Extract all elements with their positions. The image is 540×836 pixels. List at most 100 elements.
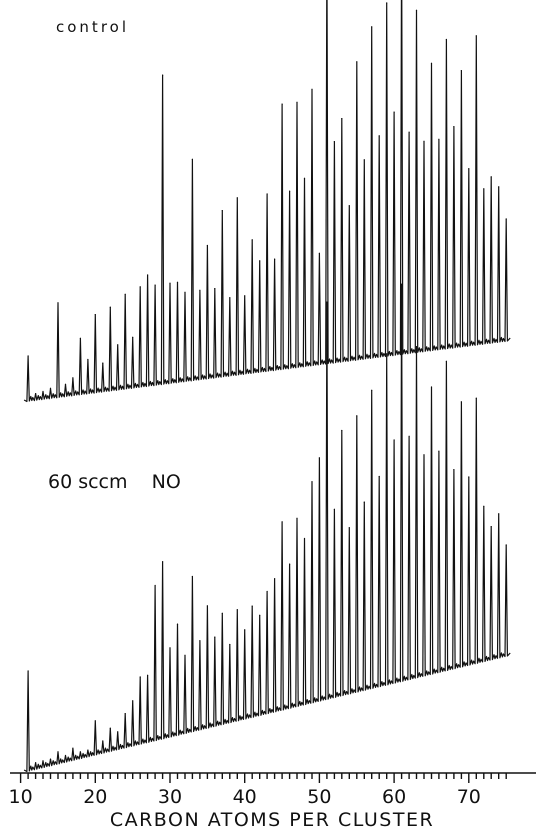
control-peak-48 <box>303 177 306 179</box>
no-peak-52 <box>333 508 335 510</box>
control-label: control <box>56 18 129 36</box>
no-peak-70 <box>468 476 470 478</box>
no-peak-41 <box>251 605 253 607</box>
control-peak-32 <box>184 291 186 293</box>
control-peak-markers <box>27 2 507 395</box>
control-peak-56 <box>363 159 365 161</box>
no-peak-55 <box>356 415 358 417</box>
no-peak-51 <box>326 301 328 303</box>
sccm-no-label: 60 sccm NO <box>48 471 181 493</box>
no-peak-markers <box>27 283 507 764</box>
control-peak-57 <box>371 26 373 28</box>
no-peak-66 <box>438 450 440 452</box>
control-peak-63 <box>415 9 418 11</box>
control-peak-34 <box>199 289 201 291</box>
x-tick-label-60: 60 <box>382 786 406 808</box>
no-peak-47 <box>296 517 298 519</box>
no-peak-45 <box>281 521 283 523</box>
no-peak-68 <box>453 469 455 471</box>
control-peak-36 <box>214 288 216 290</box>
control-peak-59 <box>386 2 388 4</box>
control-peak-27 <box>147 274 149 276</box>
no-peak-75 <box>505 544 507 546</box>
no-peak-61 <box>401 283 403 285</box>
x-axis-tick-labels: 10 20 30 40 50 60 70 <box>9 786 481 808</box>
control-peak-37 <box>221 210 223 212</box>
control-peak-71 <box>475 35 477 37</box>
no-peak-56 <box>363 501 365 503</box>
no-peak-34 <box>199 640 201 642</box>
no-peak-16 <box>64 754 67 757</box>
no-peak-43 <box>266 590 268 593</box>
no-peak-14 <box>49 758 52 760</box>
control-peak-45 <box>281 103 283 105</box>
control-peak-35 <box>206 244 208 247</box>
control-peak-21 <box>102 362 104 364</box>
no-peak-36 <box>214 636 216 638</box>
control-peak-39 <box>236 197 238 199</box>
no-spectrum-trace <box>23 283 511 773</box>
control-peak-38 <box>229 297 231 299</box>
control-peak-74 <box>498 186 500 188</box>
control-peak-16 <box>64 383 67 385</box>
control-peak-44 <box>274 258 276 260</box>
no-peak-58 <box>378 475 380 478</box>
control-peak-18 <box>79 337 81 339</box>
control-peak-69 <box>460 70 462 72</box>
control-peak-68 <box>453 126 455 128</box>
control-peak-62 <box>408 131 410 133</box>
x-tick-label-20: 20 <box>83 786 107 808</box>
control-peak-11 <box>27 355 29 357</box>
control-peak-49 <box>311 88 313 90</box>
control-peak-42 <box>259 260 261 262</box>
control-peak-72 <box>483 188 485 190</box>
no-peak-44 <box>274 578 276 580</box>
control-peak-50 <box>318 252 320 254</box>
control-peak-25 <box>132 336 134 338</box>
no-peak-71 <box>475 397 477 399</box>
no-peak-39 <box>236 609 238 611</box>
no-peak-23 <box>117 731 119 733</box>
no-peak-63 <box>415 346 418 348</box>
no-peak-12 <box>35 762 37 764</box>
no-peak-28 <box>154 584 156 587</box>
control-peak-66 <box>438 138 440 140</box>
x-axis-title: CARBON ATOMS PER CLUSTER <box>110 809 434 831</box>
control-peak-24 <box>124 293 126 295</box>
control-peak-15 <box>57 302 59 304</box>
no-peak-25 <box>132 700 134 702</box>
control-peak-73 <box>490 176 492 178</box>
no-peak-31 <box>176 623 179 625</box>
x-tick-label-30: 30 <box>158 786 182 808</box>
no-peak-67 <box>445 360 447 362</box>
no-peak-57 <box>371 389 373 391</box>
no-peak-37 <box>221 612 223 614</box>
control-peak-75 <box>505 218 507 220</box>
no-peak-17 <box>72 747 74 749</box>
control-peak-30 <box>169 282 171 284</box>
no-peak-18 <box>79 751 81 753</box>
no-peak-24 <box>124 713 126 715</box>
no-peak-20 <box>94 720 96 722</box>
no-peak-62 <box>408 435 410 437</box>
control-peak-13 <box>42 390 44 393</box>
no-peak-42 <box>259 614 261 616</box>
no-peak-21 <box>102 740 104 742</box>
no-peak-29 <box>162 561 164 563</box>
control-peak-31 <box>176 281 179 283</box>
no-peak-74 <box>498 513 500 515</box>
no-peak-65 <box>430 386 433 388</box>
no-peak-40 <box>244 629 246 631</box>
no-peak-73 <box>490 526 492 528</box>
no-peak-11 <box>27 670 29 672</box>
control-peak-54 <box>348 205 350 207</box>
x-tick-label-70: 70 <box>457 786 481 808</box>
no-peak-22 <box>109 727 111 729</box>
control-peak-41 <box>251 239 253 241</box>
control-peak-64 <box>423 140 425 142</box>
no-peak-30 <box>169 647 171 649</box>
control-peak-43 <box>266 193 268 195</box>
control-peak-29 <box>162 74 164 76</box>
control-peak-22 <box>109 306 111 308</box>
